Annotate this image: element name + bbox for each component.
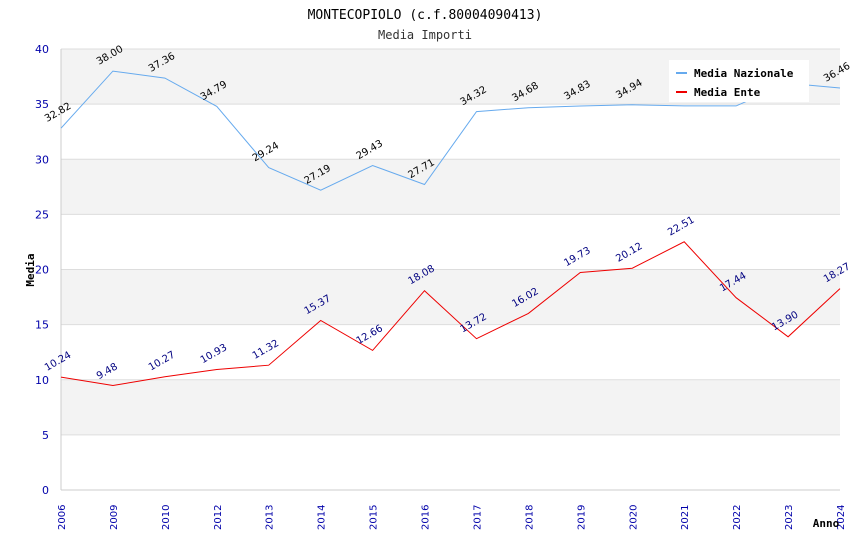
y-tick-label: 0: [42, 484, 49, 497]
y-tick-label: 20: [35, 264, 49, 277]
grid-band: [61, 214, 840, 270]
y-tick-label: 10: [35, 374, 49, 387]
y-axis: 0 5 10 15 20 25 30 35 40: [35, 43, 49, 497]
chart-title: MONTECOPIOLO (c.f.80004090413): [308, 8, 543, 23]
legend-box: [669, 60, 809, 102]
grid-band: [61, 324, 840, 380]
grid-band: [61, 379, 840, 435]
legend-label: Media Nazionale: [694, 67, 794, 80]
legend-label: Media Ente: [694, 86, 761, 99]
series-line-nazionale: [60, 70, 841, 191]
series-line-ente: [60, 241, 841, 387]
x-tick-label: 2022: [732, 505, 743, 530]
grid-band: [61, 434, 840, 490]
grid-bands: [60, 48, 840, 491]
x-tick-label: 2019: [576, 505, 587, 530]
grid-band: [61, 159, 840, 215]
series-lines: [60, 70, 841, 387]
x-axis-label: Anno: [813, 517, 840, 530]
x-tick-label: 2024: [836, 505, 847, 530]
grid-band: [61, 104, 840, 160]
y-axis-label: Media: [24, 253, 37, 286]
y-tick-label: 5: [42, 429, 49, 442]
x-tick-label: 2006: [57, 505, 68, 530]
x-tick-label: 2018: [524, 505, 535, 530]
x-tick-label: 2009: [109, 505, 120, 530]
y-tick-label: 40: [35, 43, 49, 56]
y-tick-label: 35: [35, 98, 49, 111]
y-tick-label: 25: [35, 208, 49, 221]
x-tick-label: 2017: [472, 505, 483, 530]
x-tick-label: 2023: [784, 505, 795, 530]
x-tick-label: 2010: [161, 505, 172, 530]
x-axis: 2006 2009 2010 2012 2013 2014 2015 2016 2017 2018…: [57, 505, 847, 530]
x-tick-label: 2013: [265, 505, 276, 530]
y-tick-label: 15: [35, 319, 49, 332]
x-tick-label: 2012: [213, 505, 224, 530]
x-tick-label: 2020: [628, 505, 639, 530]
legend: Media Nazionale Media Ente: [669, 60, 809, 102]
y-tick-label: 30: [35, 153, 49, 166]
x-tick-label: 2014: [317, 505, 328, 530]
grid-band: [61, 269, 840, 325]
x-tick-label: 2021: [680, 505, 691, 530]
x-tick-label: 2016: [421, 505, 432, 530]
x-tick-label: 2015: [369, 505, 380, 530]
chart-subtitle: Media Importi: [378, 28, 472, 42]
